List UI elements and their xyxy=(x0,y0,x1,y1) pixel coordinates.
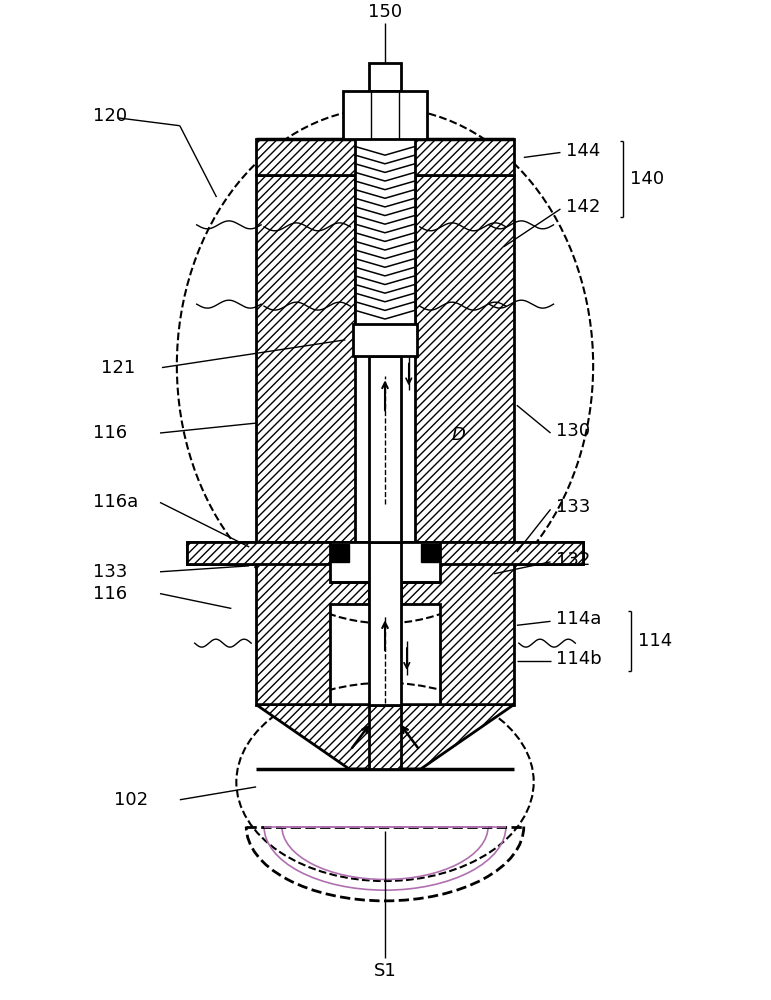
Bar xyxy=(369,705,401,769)
Text: 120: 120 xyxy=(93,107,126,125)
Text: 102: 102 xyxy=(114,791,149,809)
Polygon shape xyxy=(401,542,583,705)
Bar xyxy=(256,139,513,175)
Text: S1: S1 xyxy=(374,962,396,980)
Text: 133: 133 xyxy=(557,498,591,516)
Polygon shape xyxy=(187,542,369,705)
Text: 114b: 114b xyxy=(557,650,602,668)
Bar xyxy=(331,542,439,582)
Text: 121: 121 xyxy=(100,359,135,377)
Polygon shape xyxy=(415,175,513,542)
Text: 150: 150 xyxy=(368,3,402,21)
Text: 144: 144 xyxy=(567,142,601,160)
Bar xyxy=(369,63,401,91)
Bar xyxy=(355,139,415,336)
Text: D: D xyxy=(451,426,465,444)
Text: 116: 116 xyxy=(93,424,126,442)
Text: 114a: 114a xyxy=(557,610,602,628)
Bar xyxy=(343,91,426,139)
Text: 140: 140 xyxy=(630,170,664,188)
Polygon shape xyxy=(256,175,355,542)
Bar xyxy=(353,324,416,356)
Text: 130: 130 xyxy=(557,422,591,440)
Polygon shape xyxy=(256,705,513,769)
Bar xyxy=(332,544,349,562)
Bar xyxy=(421,544,439,562)
Text: 142: 142 xyxy=(567,198,601,216)
Bar xyxy=(369,542,401,705)
Text: 114: 114 xyxy=(638,632,672,650)
Bar xyxy=(369,356,401,542)
Text: 116a: 116a xyxy=(93,493,138,511)
Text: 133: 133 xyxy=(93,563,127,581)
Text: 116: 116 xyxy=(93,585,126,603)
Bar xyxy=(187,542,583,564)
Text: 132: 132 xyxy=(557,551,591,569)
